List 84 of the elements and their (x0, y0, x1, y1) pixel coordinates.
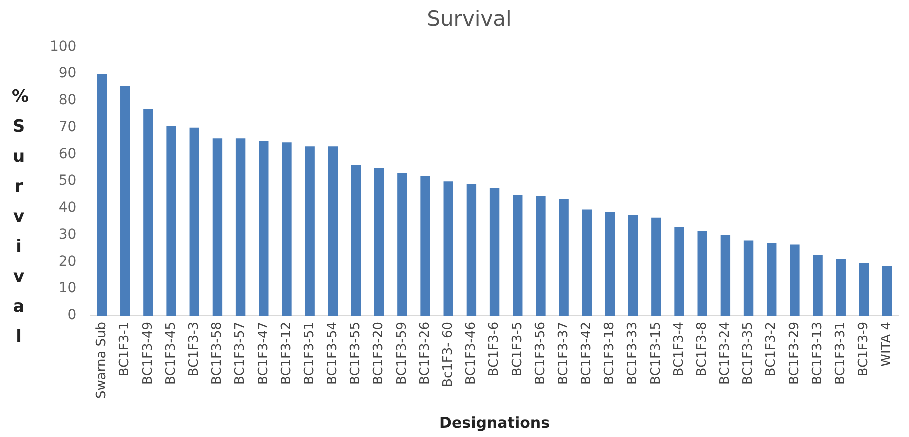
x-tick-label: BC1F3-18 (602, 322, 618, 385)
bar (559, 199, 569, 316)
bar (513, 195, 523, 316)
y-tick-label: 100 (50, 38, 77, 55)
y-tick-label: 50 (58, 173, 77, 190)
x-tick-label: BC1F3-57 (233, 322, 248, 385)
x-tick-label: BC1F3-3 (187, 322, 202, 377)
bar (305, 146, 315, 316)
x-axis-title: Designations (440, 414, 550, 432)
x-tick-label: BC1F3-26 (418, 322, 433, 385)
bar (328, 146, 338, 316)
x-tick-label: WITA 4 (880, 322, 895, 367)
bar (744, 240, 754, 316)
bar (674, 227, 684, 316)
bar (259, 141, 269, 316)
x-tick-label: BC1F3-8 (694, 322, 710, 377)
bar (398, 174, 408, 316)
bar (790, 244, 800, 316)
x-tick-label: BC1F3-35 (741, 322, 756, 385)
bar (859, 264, 870, 316)
x-tick-label: BC1F3-55 (348, 322, 364, 385)
x-tick-label: BC1F3-5 (510, 322, 526, 377)
x-tick-label: BC1F3-20 (372, 322, 387, 385)
x-tick-label: BC1F3-12 (279, 322, 294, 385)
bar (628, 215, 638, 316)
bar (351, 165, 362, 316)
bar (166, 126, 176, 316)
y-tick-label: 90 (58, 66, 77, 82)
bar (882, 266, 892, 316)
bar (698, 231, 708, 316)
x-tick-label: BC1F3-33 (626, 322, 641, 385)
x-tick-label: BC1F3-9 (856, 322, 872, 377)
bar (190, 128, 200, 316)
y-tick-label: 80 (58, 92, 77, 109)
x-tick-label: BC1F3-46 (464, 322, 480, 385)
y-tick-label: 70 (58, 119, 77, 136)
y-tick-label: 0 (68, 308, 77, 324)
bar (813, 255, 823, 316)
bar (374, 168, 384, 316)
x-tick-label: BC1F3-42 (580, 322, 595, 385)
x-tick-label: BC1F3-13 (810, 322, 826, 385)
x-tick-label: BC1F3-37 (556, 322, 572, 385)
x-tick-label: BC1F3-58 (210, 322, 226, 385)
y-tick-label: 20 (58, 254, 77, 270)
chart-title: Survival (427, 7, 512, 32)
y-tick-label: 30 (58, 226, 77, 243)
x-tick-label: BC1F3-47 (256, 322, 272, 385)
x-tick-label: Swarna Sub (94, 322, 110, 400)
x-tick-label: BC1F3-45 (164, 322, 179, 385)
bar (282, 142, 292, 316)
x-tick-label: BC1F3-51 (302, 322, 318, 385)
bar (767, 243, 777, 316)
x-tick-label: BC1F3-59 (394, 322, 410, 385)
x-tick-label: BC1F3-4 (672, 322, 687, 377)
x-tick-label: BC1F3-56 (533, 322, 548, 385)
y-tick-label: 40 (58, 200, 77, 216)
bar (97, 74, 108, 316)
bar (836, 260, 846, 316)
x-tick-label: BC1F3-49 (140, 322, 156, 385)
y-tick-label: 60 (58, 146, 77, 162)
bar (120, 86, 130, 316)
bar (720, 235, 731, 316)
x-tick-label: Bc1F3- 60 (440, 322, 456, 388)
x-tick-label: BC1F3-15 (648, 322, 664, 385)
x-tick-label: BC1F3-31 (834, 322, 849, 385)
bar (582, 210, 592, 316)
bar (236, 138, 246, 316)
x-tick-label: BC1F3-54 (326, 322, 341, 385)
bar (420, 176, 430, 316)
y-tick-label: 10 (58, 280, 77, 297)
text: % Survival (12, 87, 30, 347)
x-tick-label: BC1F3-1 (118, 322, 133, 377)
bar (444, 182, 454, 316)
bar (605, 212, 616, 316)
bar (490, 188, 500, 316)
x-tick-label: BC1F3-24 (718, 322, 734, 385)
bar (144, 109, 154, 316)
bar (536, 196, 546, 316)
bar (212, 138, 223, 316)
bar (652, 218, 662, 316)
x-tick-label: BC1F3-6 (487, 322, 502, 377)
x-tick-label: BC1F3-2 (764, 322, 780, 377)
x-tick-label: BC1F3-29 (787, 322, 802, 385)
bar (466, 184, 477, 316)
